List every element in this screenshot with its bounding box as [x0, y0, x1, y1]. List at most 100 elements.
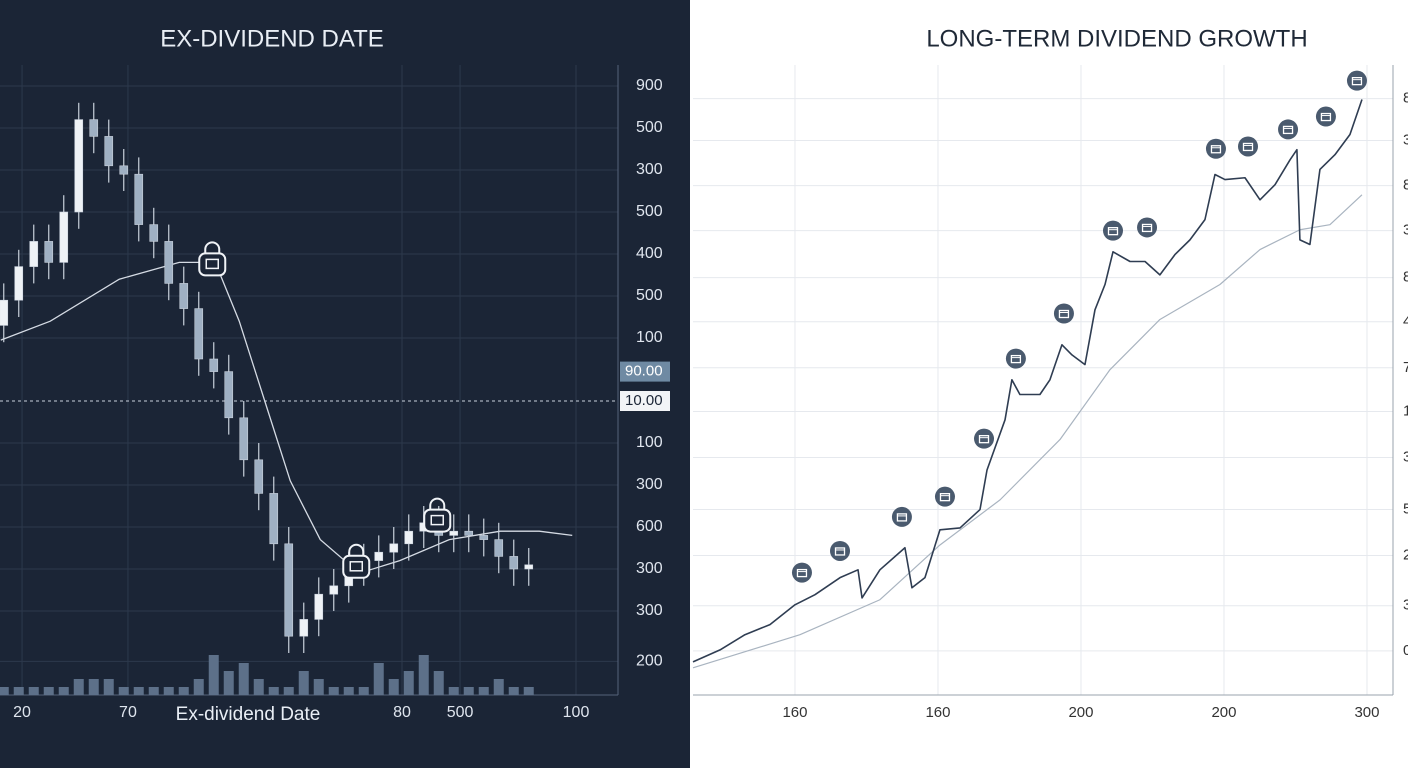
right-title: LONG-TERM DIVIDEND GROWTH: [926, 25, 1307, 52]
candle-body: [134, 173, 144, 225]
volume-bar: [358, 687, 369, 695]
volume-bar: [403, 671, 414, 695]
marker-icon: [1010, 354, 1022, 364]
marker-body: [423, 508, 452, 533]
y-tick-label: 7: [1403, 359, 1408, 376]
x-tick-label: 500: [447, 704, 474, 721]
marker-circle: [1237, 136, 1258, 157]
candle-body: [59, 211, 69, 263]
y-tick-label: 300: [636, 560, 663, 577]
volume-bar: [508, 687, 519, 695]
volume-bar: [388, 679, 399, 695]
marker-icon: [978, 435, 990, 444]
candle-body: [374, 551, 384, 561]
marker-circle: [1005, 348, 1026, 369]
candle-body: [389, 543, 399, 553]
candle-body: [104, 136, 114, 167]
left-title: EX-DIVIDEND DATE: [160, 25, 384, 52]
x-tick-label: 20: [13, 704, 31, 721]
volume-bar: [58, 687, 69, 695]
candle-body: [239, 417, 249, 461]
y-tick-label: 3: [1403, 222, 1408, 239]
marker-circle: [1053, 303, 1074, 324]
y-tick-label: 3: [1403, 597, 1408, 614]
candle-body: [44, 241, 54, 263]
marker-circle: [934, 486, 955, 507]
candle-body: [29, 241, 39, 267]
candle-body: [194, 308, 204, 360]
marker-icon: [205, 258, 219, 270]
y-tick-label: 3: [1403, 131, 1408, 148]
candle-body: [269, 493, 279, 545]
volume-bar: [223, 671, 234, 695]
volume-bar: [523, 687, 534, 695]
marker-body: [198, 252, 227, 277]
x-tick-label: 160: [925, 704, 950, 721]
y-tick-label: 100: [636, 434, 663, 451]
candle-body: [494, 539, 504, 557]
dividend-marker: [1315, 106, 1336, 127]
x-tick-label: 300: [1354, 704, 1379, 721]
y-tick-label: 100: [636, 329, 663, 346]
volume-bar: [88, 679, 99, 695]
y-tick-label: 1: [1403, 402, 1408, 419]
dividend-marker: [342, 543, 371, 579]
dividend-marker: [1205, 138, 1226, 159]
y-tick-label: 300: [636, 476, 663, 493]
volume-bar: [148, 687, 159, 695]
candle-body: [254, 459, 264, 494]
right-panel: [690, 0, 1408, 768]
candle-body: [524, 564, 534, 570]
y-tick-label: 2: [1403, 547, 1408, 564]
x-tick-label: 200: [1211, 704, 1236, 721]
volume-bar: [298, 671, 309, 695]
dividend-marker: [1137, 217, 1158, 238]
volume-bar: [178, 687, 189, 695]
price-tag-label: 10.00: [625, 392, 663, 409]
marker-icon: [1320, 112, 1332, 122]
volume-bar: [13, 687, 24, 695]
volume-bar: [343, 687, 354, 695]
y-tick-label: 4: [1403, 313, 1408, 330]
x-axis-label: Ex-dividend Date: [176, 704, 321, 725]
volume-bar: [418, 655, 429, 695]
y-tick-label: 300: [636, 602, 663, 619]
y-tick-label: 600: [636, 518, 663, 535]
dividend-marker: [830, 540, 851, 561]
candle-body: [209, 358, 219, 372]
y-tick-label: 0: [1403, 642, 1408, 659]
x-tick-label: 80: [393, 704, 411, 721]
dividend-marker: [974, 428, 995, 449]
y-tick-label: 500: [636, 203, 663, 220]
volume-bar: [103, 679, 114, 695]
y-tick-label: 3: [1403, 449, 1408, 466]
dividend-marker: [934, 486, 955, 507]
dividend-marker: [1237, 136, 1258, 157]
marker-icon: [896, 513, 908, 522]
left-panel: [0, 0, 690, 768]
y-tick-label: 8: [1403, 90, 1408, 107]
x-tick-label: 100: [563, 704, 590, 721]
volume-bar: [493, 679, 504, 695]
volume-bar: [73, 679, 84, 695]
marker-shackle: [429, 497, 446, 511]
candle-body: [449, 530, 459, 536]
candle-body: [329, 585, 339, 595]
marker-icon: [1141, 223, 1153, 233]
candle-body: [224, 371, 234, 419]
candle-body: [89, 119, 99, 137]
x-tick-label: 160: [782, 704, 807, 721]
marker-icon: [834, 547, 846, 556]
marker-circle: [1315, 106, 1336, 127]
volume-bar: [463, 687, 474, 695]
volume-bar: [193, 679, 204, 695]
candle-body: [404, 530, 414, 545]
dividend-marker: [423, 497, 452, 533]
candle-body: [149, 224, 159, 242]
marker-icon: [430, 514, 444, 526]
marker-icon: [939, 493, 951, 502]
candle-body: [464, 530, 474, 536]
dividend-marker: [791, 562, 812, 583]
